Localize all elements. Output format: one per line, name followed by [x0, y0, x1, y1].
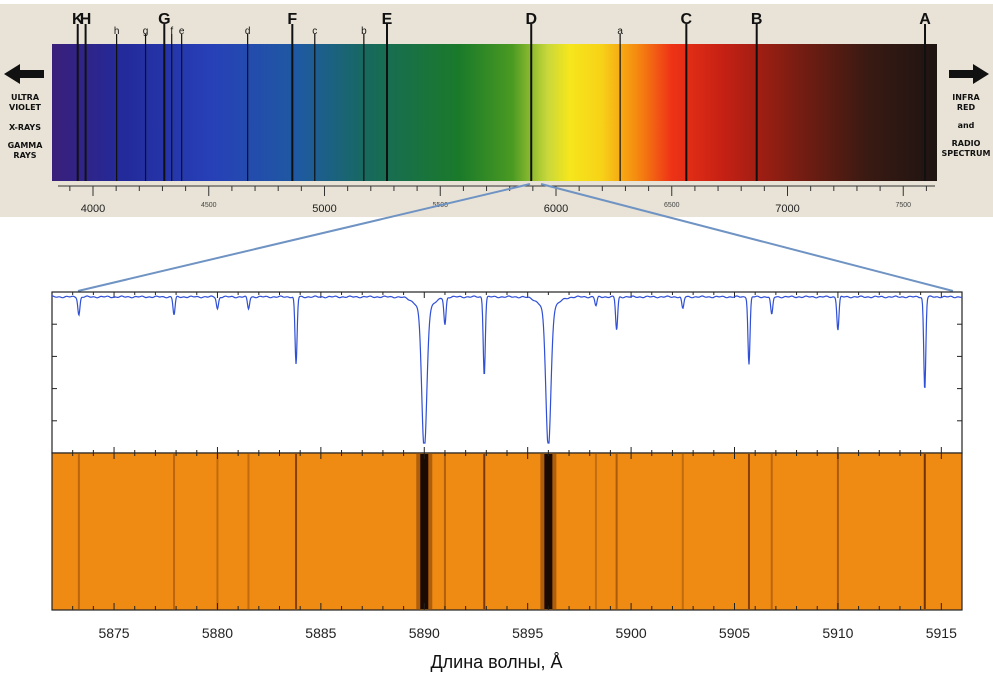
zoom-tick-label: 5885 [305, 625, 336, 641]
band-line [836, 454, 839, 609]
fraunhofer-label-a: a [617, 26, 623, 37]
right-label-3: and [958, 121, 975, 130]
fraunhofer-label-B: B [751, 11, 763, 28]
fraunhofer-label-g: g [143, 26, 149, 37]
fraunhofer-label-E: E [382, 11, 393, 28]
fraunhofer-label-F: F [287, 11, 297, 28]
fraunhofer-label-e: e [179, 26, 185, 37]
fraunhofer-label-f: f [170, 26, 173, 37]
fraunhofer-label-h: h [114, 26, 120, 37]
fraunhofer-label-A: A [919, 11, 931, 28]
right-label-4: RADIO [952, 139, 981, 148]
fraunhofer-label-K: K [72, 11, 84, 28]
band-line [443, 454, 446, 609]
fraunhofer-label-d: d [245, 26, 251, 37]
spectrum-tick-label: 5000 [312, 203, 336, 215]
right-label-1: INFRA [952, 93, 980, 102]
band-line [483, 454, 486, 609]
profile-line [52, 295, 963, 444]
spectrum-minor-tick-label: 4500 [201, 202, 217, 209]
right-arrow-icon [949, 64, 989, 84]
fraunhofer-label-H: H [80, 11, 92, 28]
zoom-tick-label: 5915 [926, 625, 957, 641]
left-label-1: ULTRA [11, 93, 40, 102]
band-line [615, 454, 618, 609]
fraunhofer-label-G: G [158, 11, 170, 28]
zoom-tick-label: 5905 [719, 625, 750, 641]
x-axis-label: Длина волны, Å [430, 652, 563, 672]
band-line [544, 454, 553, 609]
band-line [77, 454, 80, 609]
fraunhofer-label-b: b [361, 26, 367, 37]
connector-left [77, 183, 531, 292]
spectrum-tick-label: 4000 [81, 203, 105, 215]
zoom-tick-label: 5895 [512, 625, 543, 641]
band-line [216, 454, 219, 609]
band-line [594, 454, 597, 609]
left-label-4: GAMMA [8, 141, 44, 150]
band-line [747, 454, 750, 609]
left-arrow-labels: ULTRA VIOLET X-RAYS GAMMA RAYS [8, 93, 44, 160]
zoom-tick-label: 5900 [616, 625, 647, 641]
band-line [420, 454, 429, 609]
spectrum-tick-label: 7000 [775, 203, 799, 215]
spectrum-line-labels: KHh gGf e d Fc b E Da C B A [72, 11, 931, 37]
fraunhofer-label-C: C [681, 11, 693, 28]
right-label-5: SPECTRUM [941, 149, 990, 158]
left-label-2: VIOLET [9, 103, 42, 112]
left-label-3: X-RAYS [9, 123, 41, 132]
spectrum-minor-tick-label: 7500 [895, 202, 911, 209]
spectrum-tick-label: 6000 [544, 203, 568, 215]
fraunhofer-label-c: c [312, 26, 317, 37]
spectrum-band [52, 44, 937, 181]
zoom-band-lines [77, 454, 926, 609]
zoom-band [51, 452, 963, 611]
band-line [173, 454, 176, 609]
band-line [295, 454, 298, 609]
profile-plot-frame [51, 291, 963, 454]
left-label-5: RAYS [13, 151, 36, 160]
zoom-tick-label: 5890 [409, 625, 440, 641]
band-line [247, 454, 250, 609]
spectrum-minor-tick-label: 6500 [664, 202, 680, 209]
zoom-tick-label: 5880 [202, 625, 233, 641]
fraunhofer-label-D: D [525, 11, 537, 28]
right-label-2: RED [957, 103, 976, 112]
band-line [681, 454, 684, 609]
band-line [923, 454, 926, 609]
spectrum-fraunhofer-lines [76, 24, 927, 181]
connector-right [540, 183, 954, 292]
zoom-tick-label: 5875 [98, 625, 129, 641]
left-arrow-icon [4, 64, 44, 84]
right-arrow-labels: INFRA RED and RADIO SPECTRUM [941, 93, 990, 158]
zoom-tick-label: 5910 [822, 625, 853, 641]
zoom-axis: 5875 5880 5885 5890 5895 5900 5905 5910 5915 [72, 453, 963, 641]
band-line [770, 454, 773, 609]
